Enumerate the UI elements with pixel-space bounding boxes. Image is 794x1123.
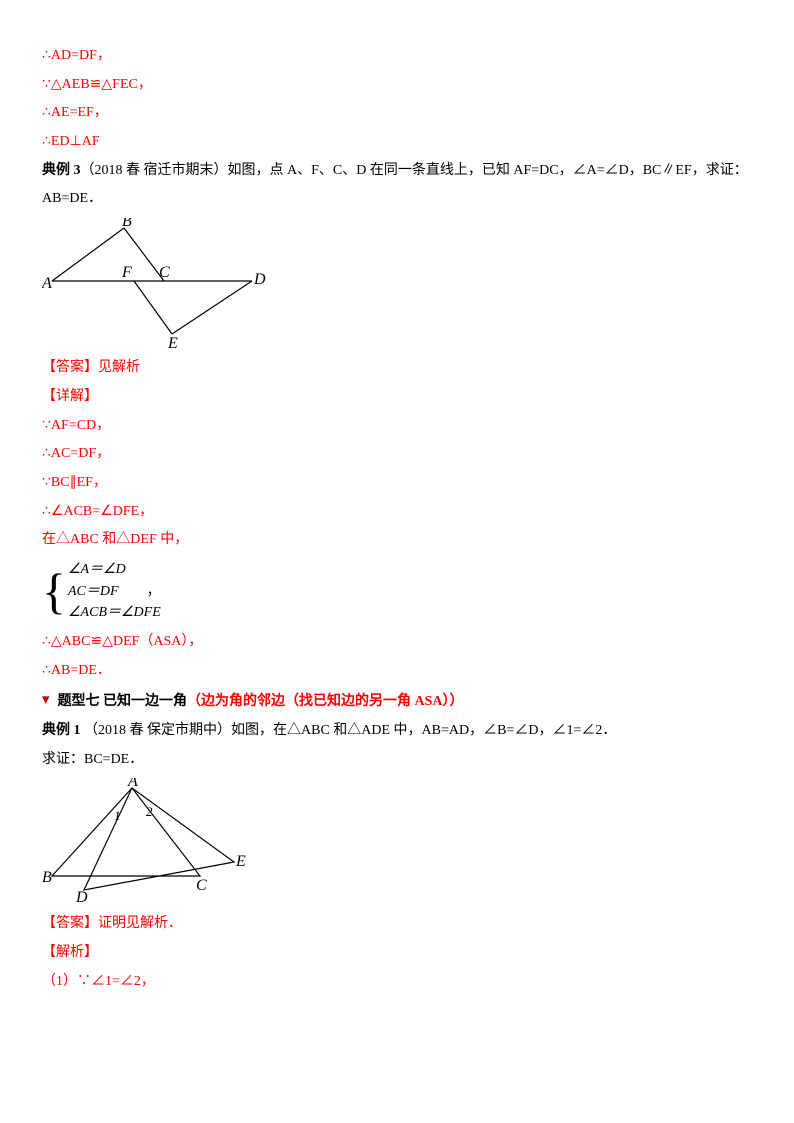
svg-text:F: F [121, 264, 132, 281]
answer1b-line: 【答案】证明见解析． [42, 910, 752, 939]
detail3-l4: ∴∠ACB=∠DFE， [42, 498, 752, 527]
figure-1-quadrilateral: A B F C D E [42, 218, 752, 348]
section7-label-black: 题型七 已知一边一角 [58, 688, 188, 717]
section7-label-red: （边为角的邻边（找已知边的另一角 ASA）） [187, 694, 464, 709]
example1b-context: （2018 春 保定市期中）如图，在△ABC 和△ADE 中，AB=AD，∠B=… [84, 723, 616, 738]
svg-text:2: 2 [146, 804, 153, 819]
answer3-label: 【答案】 [42, 360, 98, 375]
svg-text:B: B [42, 869, 52, 886]
example1b-label: 典例 1 [42, 723, 84, 738]
analysis1b-l1: （1）∵∠1=∠2， [42, 968, 752, 997]
conclusion3-l2: ∴AB=DE． [42, 657, 752, 686]
figure-2-triangles: A B C D E 1 2 [42, 778, 752, 904]
section7-line: ▾ 题型七 已知一边一角（边为角的邻边（找已知边的另一角 ASA）） [42, 685, 752, 717]
svg-text:C: C [159, 264, 170, 281]
svg-text:D: D [253, 271, 266, 288]
brace3-suffix: ， [147, 584, 161, 599]
proof-line-4: ∴ED⊥AF [42, 128, 752, 157]
answer3-text: 见解析 [98, 360, 140, 375]
example3-context: （2018 春 宿迁市期末）如图，点 A、F、C、D 在同一条直线上，已知 AF… [42, 163, 748, 207]
brace3-l2: AC＝DF [68, 584, 119, 599]
svg-text:1: 1 [114, 808, 121, 823]
detail3-l5: 在△ABC 和△DEF 中， [42, 526, 752, 555]
svg-text:E: E [167, 335, 178, 348]
detail3-l1: ∵AF=CD， [42, 412, 752, 441]
analysis1b-label: 【解析】 [42, 939, 752, 968]
detail3-l2: ∴AC=DF， [42, 440, 752, 469]
detail3-l3: ∵BC∥EF， [42, 469, 752, 498]
proof-line-3: ∴AE=EF， [42, 99, 752, 128]
answer1b-text: 证明见解析． [98, 916, 182, 931]
svg-text:E: E [235, 853, 246, 870]
detail3-label: 【详解】 [42, 383, 752, 412]
brace3-l3: ∠ACB＝∠DFE [68, 602, 161, 624]
conclusion3-l1: ∴△ABC≌△DEF（ASA）， [42, 628, 752, 657]
proof-line-2: ∵△AEB≌△FEC， [42, 71, 752, 100]
downarrow-icon: ▾ [42, 692, 50, 708]
brace3-l1: ∠A＝∠D [68, 559, 161, 581]
answer3-line: 【答案】见解析 [42, 354, 752, 383]
svg-text:A: A [42, 275, 52, 292]
svg-text:D: D [75, 889, 88, 904]
svg-text:C: C [196, 877, 207, 894]
example1b-line: 典例 1 （2018 春 保定市期中）如图，在△ABC 和△ADE 中，AB=A… [42, 717, 752, 746]
brace-system-3: { ∠A＝∠D AC＝DF ， ∠ACB＝∠DFE [42, 559, 752, 624]
answer1b-label: 【答案】 [42, 916, 98, 931]
example1b-ask: 求证：BC=DE． [42, 746, 752, 775]
svg-text:A: A [127, 778, 138, 790]
brace3-l2-wrap: AC＝DF ， [68, 581, 161, 603]
example3-line: 典例 3（2018 春 宿迁市期末）如图，点 A、F、C、D 在同一条直线上，已… [42, 157, 752, 214]
brace-left-icon: { [42, 566, 66, 616]
example3-label: 典例 3 [42, 163, 81, 178]
proof-line-1: ∴AD=DF， [42, 42, 752, 71]
svg-text:B: B [122, 218, 132, 230]
